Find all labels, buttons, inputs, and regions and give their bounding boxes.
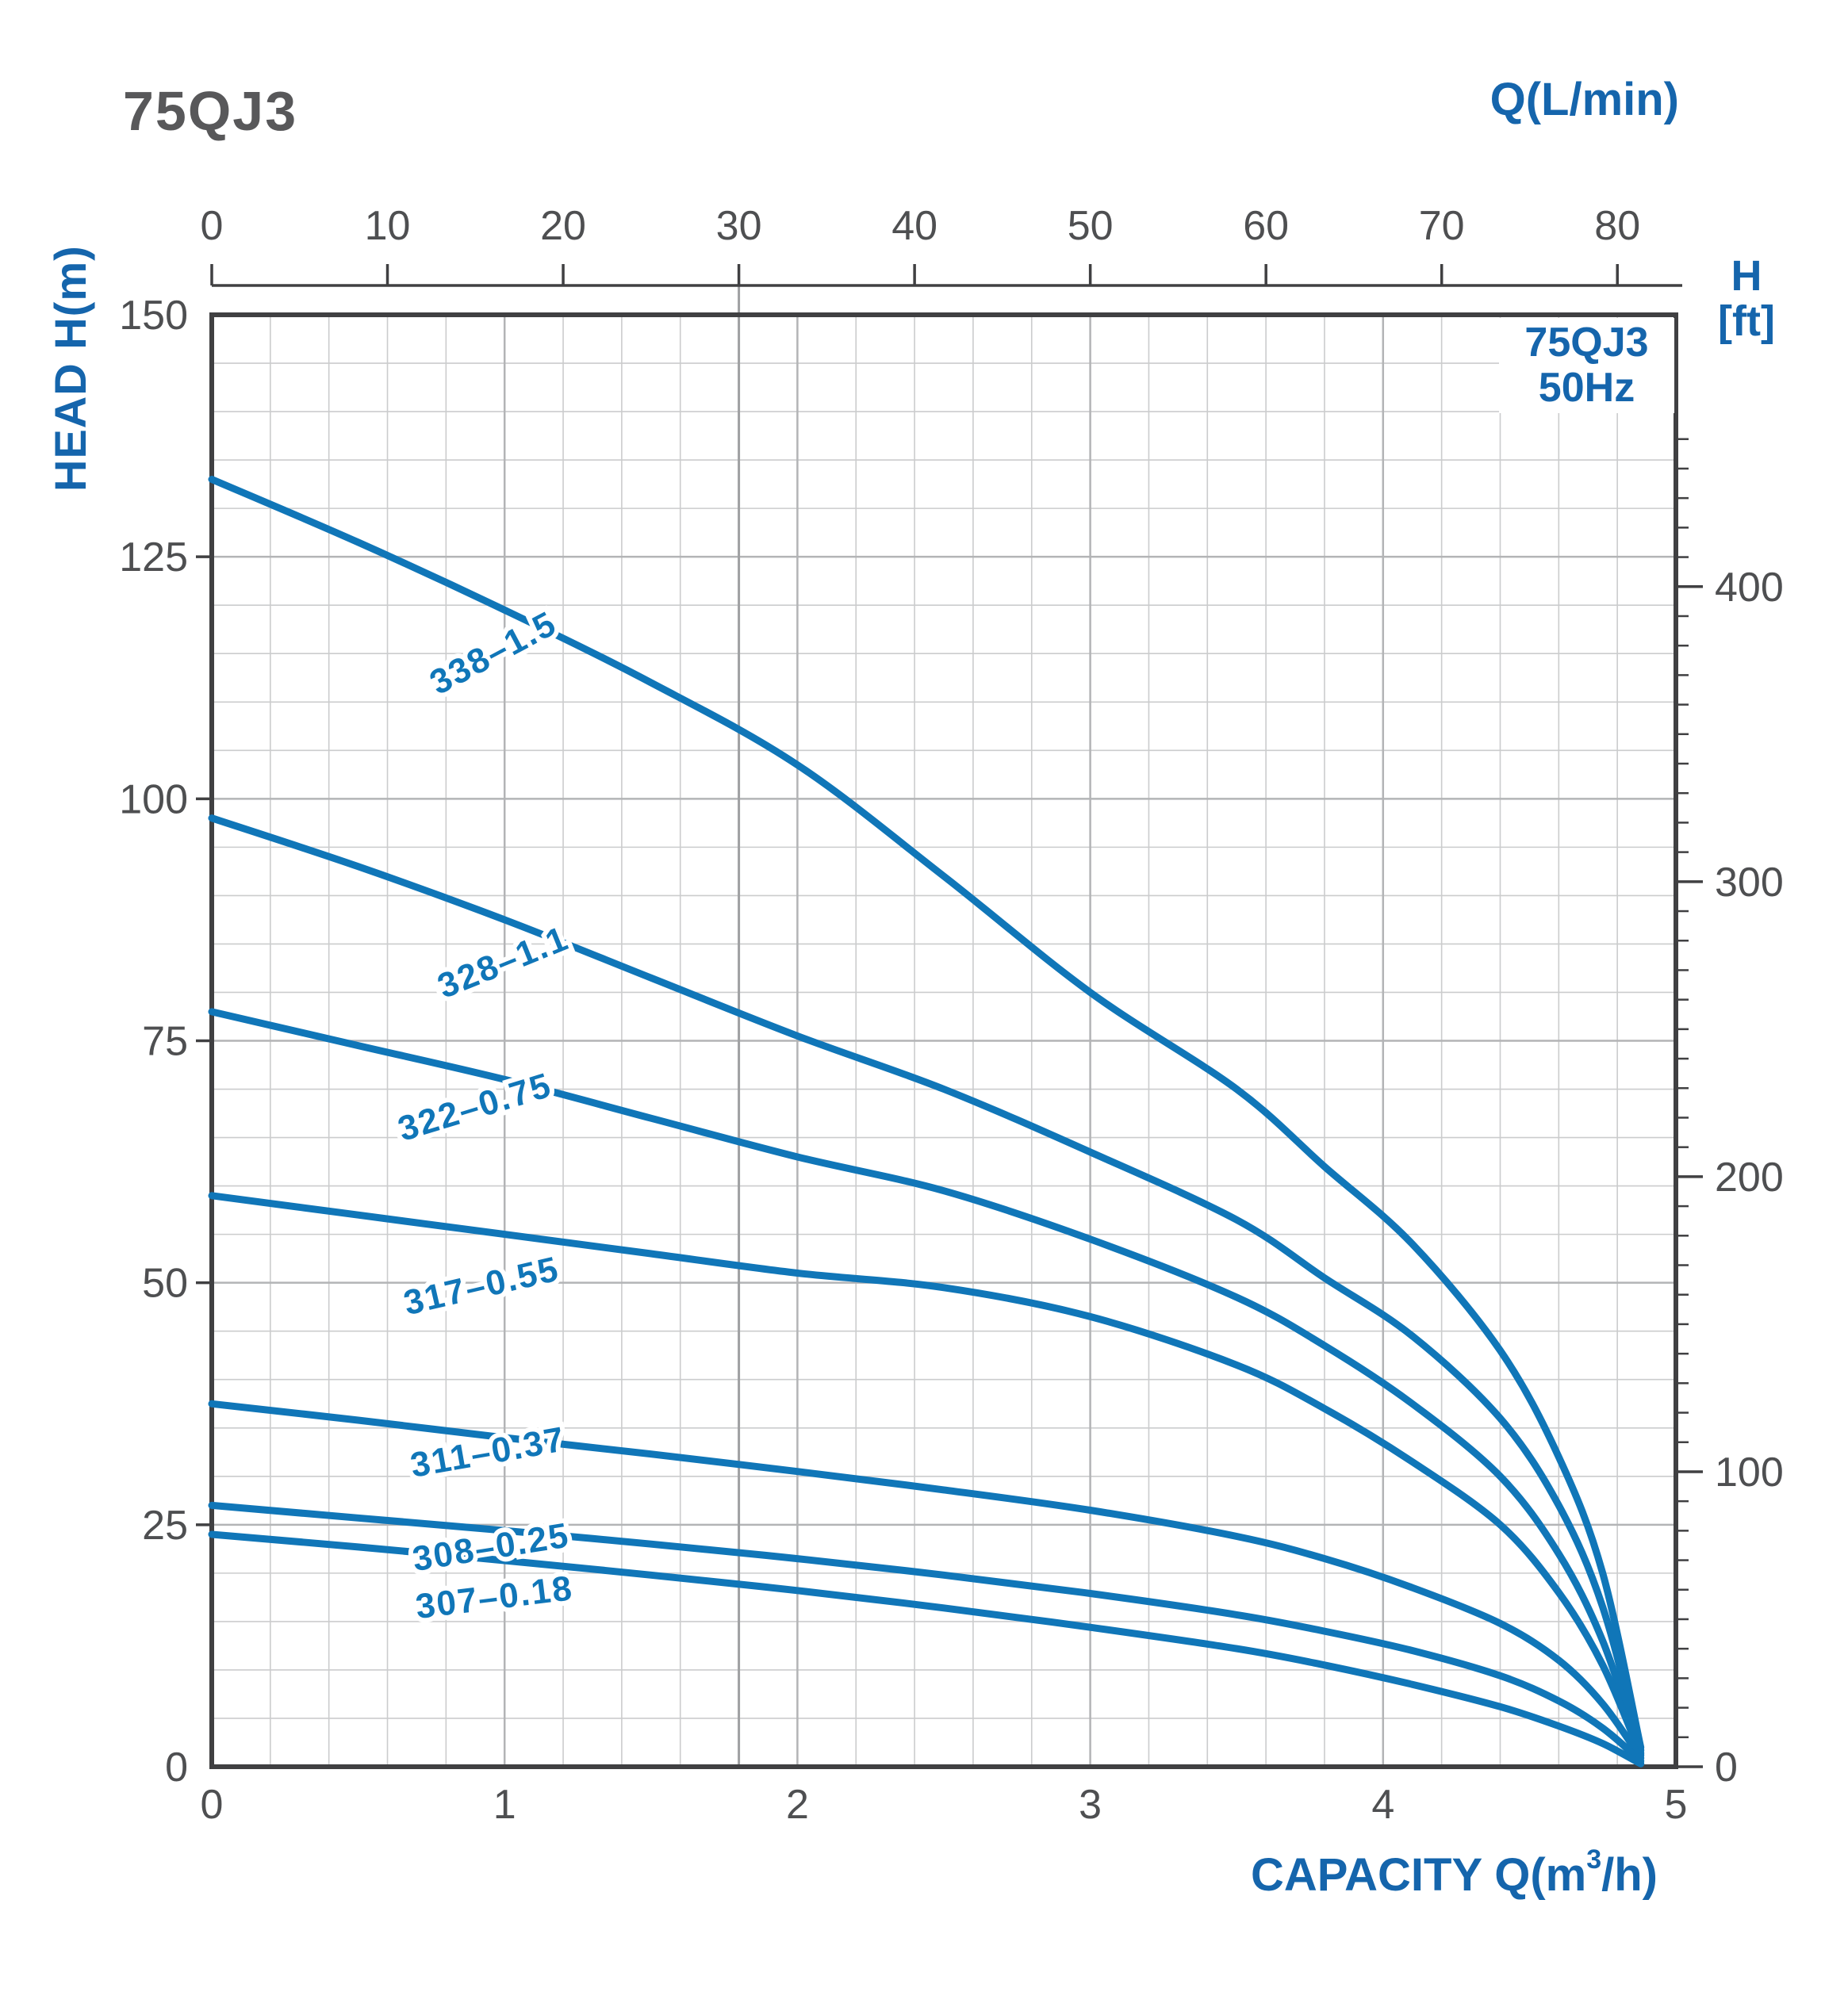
legend-model: 75QJ3 <box>1524 319 1649 366</box>
top-tick-label: 30 <box>716 203 762 249</box>
curve-317-0.55 <box>208 1192 1645 1759</box>
bottom-axis-title-suffix: /h) <box>1601 1849 1658 1901</box>
top-tick-label: 80 <box>1594 203 1640 249</box>
curve-labels: 338–1.5328–1.1322–0.75317–0.55311–0.3730… <box>389 599 580 1631</box>
bottom-tick-label: 5 <box>1665 1782 1688 1828</box>
bottom-tick-label: 1 <box>493 1782 516 1828</box>
curve-308-0.25 <box>208 1501 1645 1765</box>
right-axis-title-symbol: H <box>1731 252 1762 300</box>
top-axis: 0 10 20 30 40 50 60 70 80 <box>201 203 1682 287</box>
curve-307-0.18 <box>208 1530 1645 1768</box>
left-tick-label: 150 <box>119 293 188 339</box>
top-tick-label: 60 <box>1243 203 1289 249</box>
left-axis-title: HEAD H(m) <box>45 245 95 492</box>
top-tick-label: 50 <box>1068 203 1114 249</box>
left-tick-label: 75 <box>142 1019 188 1065</box>
bottom-axis-title-sup: 3 <box>1586 1844 1602 1875</box>
top-axis-title: Q(L/min) <box>1490 74 1679 125</box>
pump-curves <box>208 476 1645 1768</box>
left-tick-label: 125 <box>119 534 188 580</box>
gridlines-major <box>212 315 1676 1767</box>
bottom-tick-label: 0 <box>201 1782 224 1828</box>
curve-328-1.1 <box>208 814 1645 1754</box>
curve-label-317-0.55: 317–0.55 <box>400 1250 562 1323</box>
top-tick-label: 10 <box>365 203 411 249</box>
left-tick-label: 100 <box>119 776 188 822</box>
curve-label-322-0.75: 322–0.75 <box>393 1066 556 1149</box>
bottom-tick-label: 3 <box>1079 1782 1102 1828</box>
right-axis: 0 100 200 300 400 <box>1676 438 1784 1791</box>
page-title: 75QJ3 <box>123 80 298 142</box>
right-tick-label: 200 <box>1715 1155 1784 1201</box>
bottom-tick-label: 4 <box>1371 1782 1394 1828</box>
right-tick-label: 400 <box>1715 565 1784 611</box>
curve-322-0.75 <box>208 1008 1645 1757</box>
right-tick-label: 100 <box>1715 1450 1784 1496</box>
legend-frequency: 50Hz <box>1538 365 1635 411</box>
left-axis: 0 25 50 75 100 125 150 <box>119 293 212 1791</box>
right-axis-title-unit: [ft] <box>1718 297 1775 345</box>
right-axis-title: H [ft] <box>1710 254 1783 343</box>
left-tick-label: 0 <box>165 1745 188 1791</box>
top-tick-label: 20 <box>540 203 586 249</box>
bottom-axis: 0 1 2 3 4 5 <box>201 1782 1688 1828</box>
bottom-axis-title-prefix: CAPACITY Q(m <box>1251 1849 1587 1901</box>
left-tick-label: 25 <box>142 1503 188 1549</box>
top-tick-label: 0 <box>201 203 224 249</box>
right-tick-label: 300 <box>1715 860 1784 906</box>
top-tick-label: 40 <box>891 203 937 249</box>
bottom-tick-label: 2 <box>786 1782 809 1828</box>
curve-311-0.37 <box>208 1400 1645 1762</box>
curve-338-1.5 <box>208 476 1645 1752</box>
left-tick-label: 50 <box>142 1261 188 1307</box>
legend-box: 75QJ3 50Hz <box>1499 318 1674 413</box>
bottom-axis-title: CAPACITY Q(m3/h) <box>1251 1844 1658 1902</box>
top-tick-label: 70 <box>1419 203 1465 249</box>
curve-label-307-0.18: 307–0.18 <box>413 1568 575 1626</box>
right-tick-label: 0 <box>1715 1745 1738 1791</box>
